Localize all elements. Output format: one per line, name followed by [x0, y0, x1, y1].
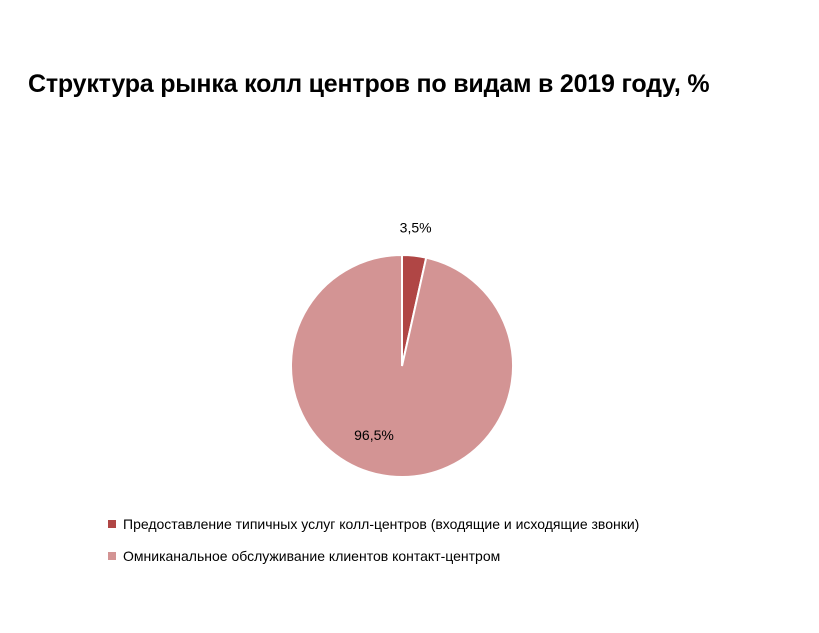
- chart-title: Структура рынка колл центров по видам в …: [28, 70, 710, 98]
- data-label-omnichannel: 96,5%: [354, 427, 394, 443]
- legend-label-omnichannel: Омниканальное обслуживание клиентов конт…: [123, 548, 501, 564]
- legend-swatch-omnichannel: [108, 552, 116, 560]
- data-label-standard-services: 3,5%: [400, 219, 432, 235]
- legend-item-standard-services: Предоставление типичных услуг колл-центр…: [108, 515, 639, 533]
- legend-label-standard-services: Предоставление типичных услуг колл-центр…: [123, 516, 640, 532]
- legend: Предоставление типичных услуг колл-центр…: [108, 515, 639, 579]
- legend-swatch-standard-services: [108, 520, 116, 528]
- pie-slice-omnichannel: [290, 253, 514, 478]
- legend-item-omnichannel: Омниканальное обслуживание клиентов конт…: [108, 547, 639, 565]
